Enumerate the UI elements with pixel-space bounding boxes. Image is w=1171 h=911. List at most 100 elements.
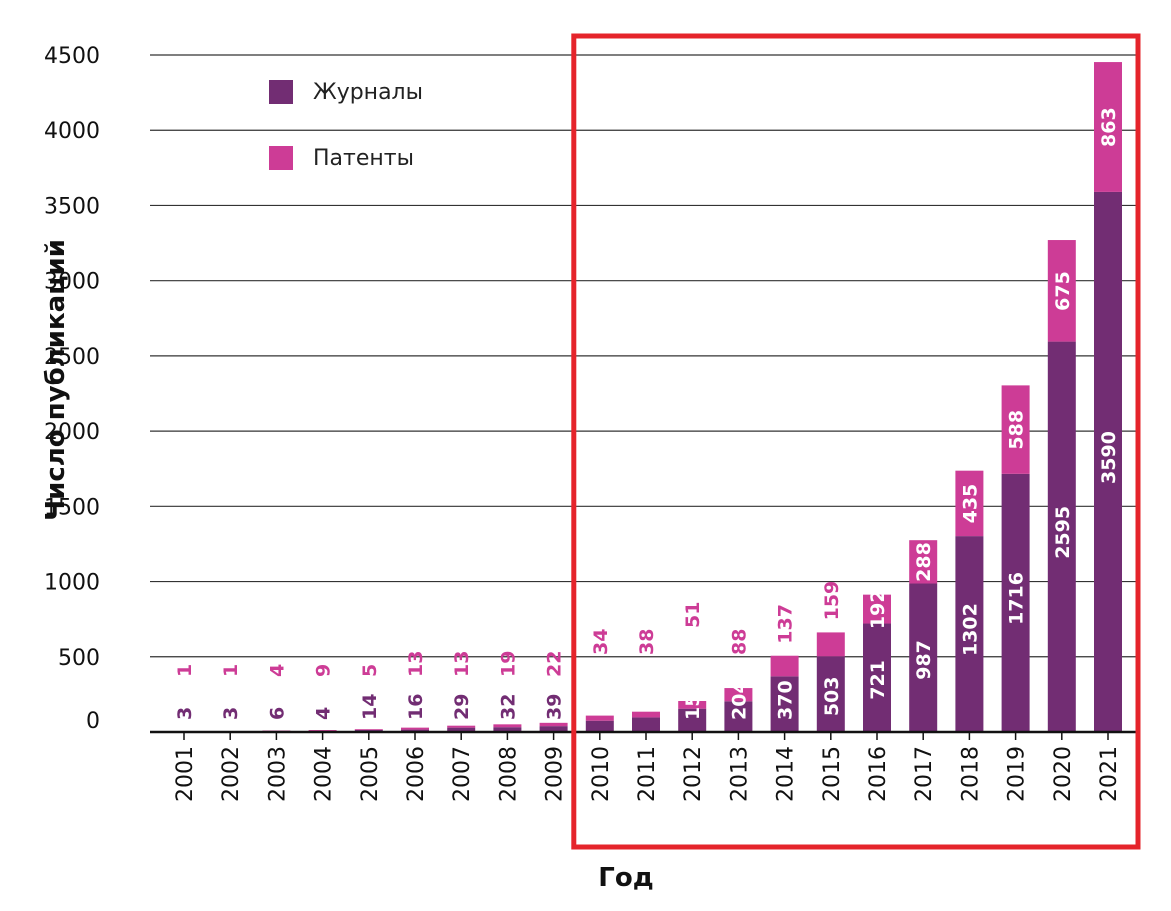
y-tick-label: 2500	[44, 345, 100, 370]
bar-patents-2014	[770, 655, 799, 677]
x-tick-label: 2002	[219, 746, 244, 802]
x-tick-label: 2004	[312, 746, 337, 802]
bar-patents-2006	[401, 727, 429, 730]
x-tick-label: 2010	[589, 746, 614, 802]
y-tick-label: 500	[58, 646, 100, 671]
bar-journals-2015	[816, 656, 845, 732]
data-label-journals: 721	[867, 660, 889, 700]
data-label-patents: 1	[220, 664, 242, 677]
data-label-patents: 5	[359, 664, 381, 677]
legend-label-journals: Журналы	[313, 80, 423, 105]
data-label-patents: 34	[590, 629, 612, 655]
data-label-journals: 155	[682, 680, 704, 720]
x-tick-labels: 2001 2002 2003 2004 2005 2006 2007 2008 2009 2010…	[173, 746, 1122, 802]
bar-patents-2011	[632, 711, 660, 718]
data-label-patents: 288	[913, 542, 935, 582]
x-tick-label: 2014	[774, 746, 799, 802]
x-tick-label: 2017	[912, 746, 937, 802]
bar-journals-2011	[632, 717, 660, 732]
y-tick-label: 2000	[44, 420, 100, 445]
bar-journals-2020	[1047, 341, 1076, 732]
x-tick-label: 2011	[635, 746, 660, 802]
bar-journals-2007	[447, 727, 476, 732]
data-label-journals: 503	[821, 676, 843, 716]
data-label-patents: 137	[775, 604, 797, 644]
bar-patents-2005	[354, 729, 383, 730]
data-label-patents: 192	[867, 589, 889, 629]
x-tick-label: 2005	[358, 746, 383, 802]
data-label-patents: 19	[497, 651, 519, 677]
data-label-patents: 38	[636, 629, 658, 655]
x-tick-label: 2007	[450, 746, 475, 802]
data-label-patents: 13	[451, 651, 473, 677]
data-label-journals: 97	[636, 669, 658, 695]
highlight-frame	[571, 33, 1141, 850]
bar-journals-2009	[539, 726, 568, 732]
y-axis-title: Число публикаций	[41, 239, 71, 521]
data-label-journals: 3590	[1098, 431, 1120, 484]
x-axis-title: Год	[598, 863, 653, 893]
bar-patents-2016	[863, 594, 891, 624]
data-label-patents: 588	[1006, 410, 1028, 450]
data-label-patents: 863	[1098, 107, 1120, 147]
data-label-journals: 2595	[1052, 506, 1074, 559]
data-labels: 3131644914516132913321939227534973815551…	[174, 107, 1120, 720]
legend-swatch-journals	[269, 80, 293, 104]
bar-patents-2015	[816, 632, 845, 657]
data-label-journals: 39	[544, 694, 566, 720]
data-label-journals: 75	[590, 682, 612, 708]
data-label-journals: 4	[313, 707, 335, 720]
x-tick-label: 2001	[173, 746, 198, 802]
legend-label-patents: Патенты	[313, 146, 414, 171]
data-label-journals: 370	[775, 680, 797, 720]
bar-patents-2010	[585, 715, 614, 721]
bar-patents-2017	[909, 540, 938, 584]
bar-journals-2013	[724, 701, 753, 732]
bar-journals-2014	[770, 676, 799, 732]
data-label-journals: 1716	[1006, 572, 1028, 625]
data-label-patents: 51	[682, 602, 704, 628]
data-label-patents: 9	[313, 664, 335, 677]
bar-patents-2009	[539, 722, 568, 727]
data-label-patents: 22	[544, 651, 566, 677]
data-label-patents: 1	[174, 664, 196, 677]
data-label-journals: 29	[451, 694, 473, 720]
x-tick-label: 2012	[681, 746, 706, 802]
y-tick-label: 4500	[44, 44, 100, 69]
y-tick-label: 1500	[44, 495, 100, 520]
x-tick-label: 2008	[496, 746, 521, 802]
y-tick-labels: 0 500 1000 1500 2000 2500 3000 3500 4000 4500	[44, 44, 100, 734]
y-tick-label: 1000	[44, 571, 100, 596]
y-tick-label: 3500	[44, 194, 100, 219]
bar-journals-2019	[1001, 473, 1030, 732]
data-label-journals: 204	[728, 680, 750, 720]
bar-patents-2007	[447, 725, 476, 728]
data-label-journals: 32	[497, 694, 519, 720]
x-tick-label: 2013	[727, 746, 752, 802]
x-tick-label: 2006	[404, 746, 429, 802]
x-tick-label: 2003	[265, 746, 290, 802]
x-tick-label: 2009	[543, 746, 568, 802]
y-tick-label: 0	[86, 709, 100, 734]
bar-journals-2021	[1094, 191, 1122, 733]
x-tick-label: 2020	[1051, 746, 1076, 802]
bar-journals-2017	[909, 583, 938, 732]
data-label-journals: 987	[913, 640, 935, 680]
bar-patents-2021	[1094, 62, 1122, 192]
legend: Журналы Патенты	[269, 80, 423, 171]
x-tick-label: 2018	[958, 746, 983, 802]
y-tick-label: 4000	[44, 119, 100, 144]
x-tick-label: 2015	[820, 746, 845, 802]
data-label-journals: 14	[359, 694, 381, 720]
bar-patents-2019	[1001, 385, 1030, 474]
x-tick-label: 2019	[1005, 746, 1030, 802]
data-label-journals: 3	[174, 707, 196, 720]
data-label-journals: 16	[405, 694, 427, 720]
bar-patents-2020	[1047, 240, 1076, 342]
data-label-patents: 13	[405, 651, 427, 677]
bar-journals-2010	[585, 720, 614, 732]
data-label-journals: 1302	[959, 603, 981, 656]
gridlines	[150, 54, 1136, 658]
bar-journals-2008	[493, 727, 522, 732]
